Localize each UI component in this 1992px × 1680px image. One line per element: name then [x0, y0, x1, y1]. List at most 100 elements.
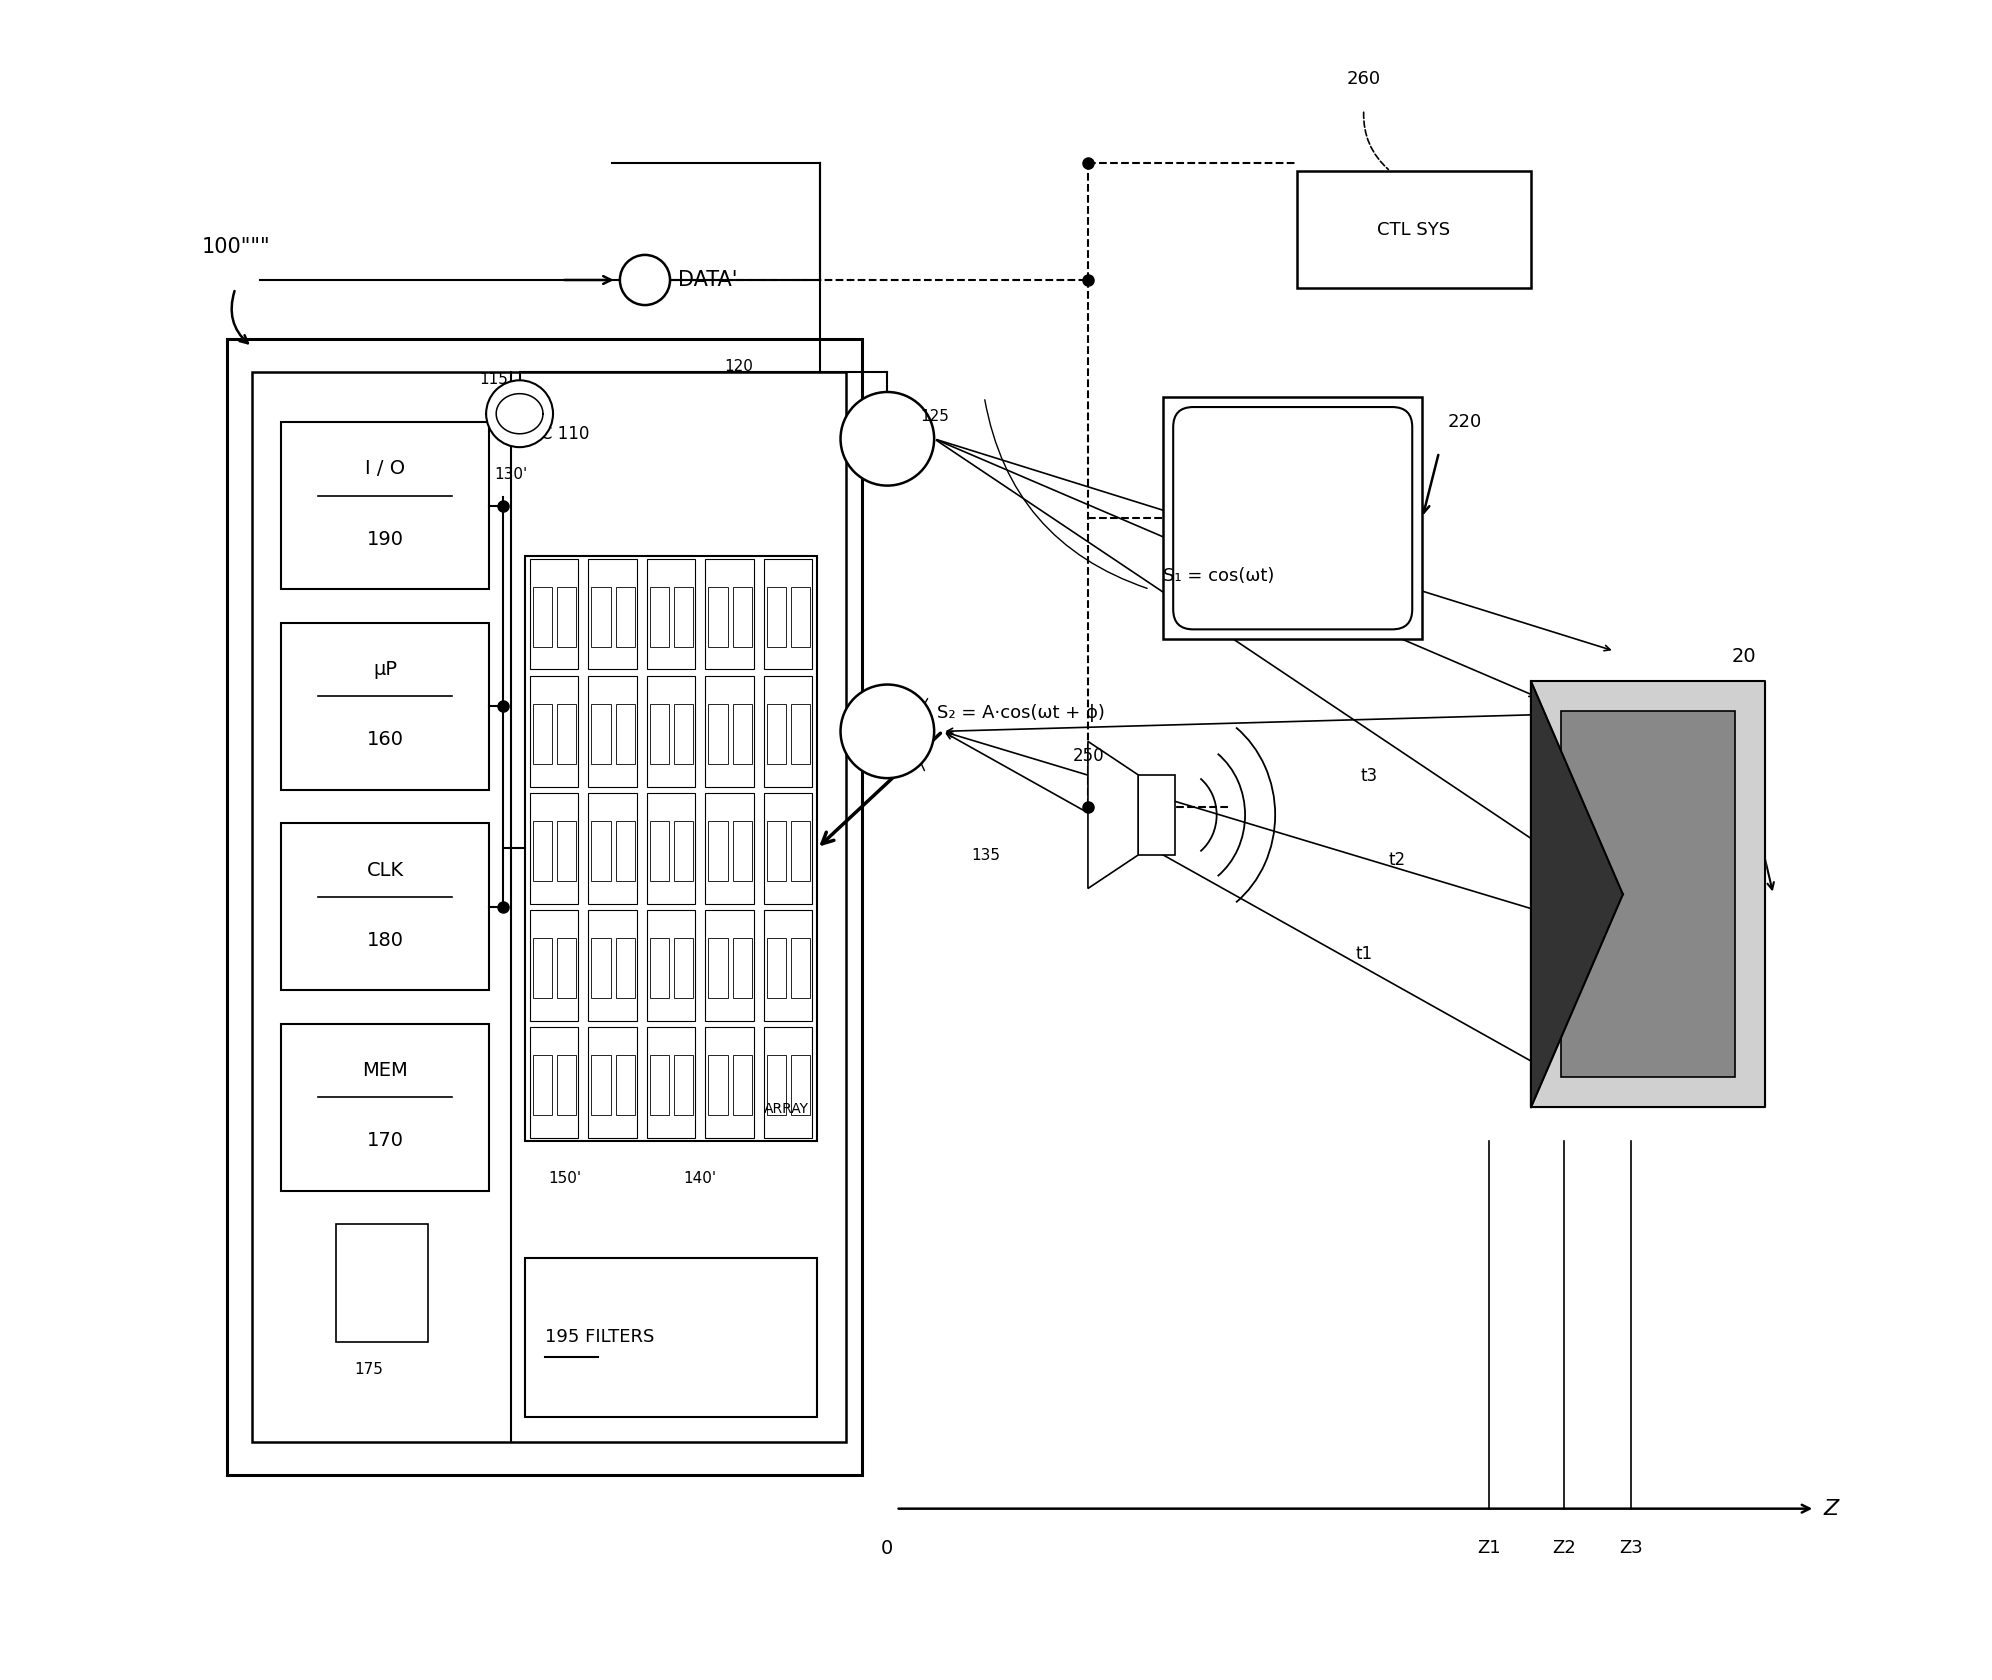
Text: Z: Z — [1823, 1499, 1839, 1519]
Text: 260: 260 — [1347, 71, 1380, 89]
Bar — [558, 937, 576, 998]
Bar — [763, 793, 813, 904]
Bar — [337, 1225, 428, 1342]
Bar — [763, 1026, 813, 1137]
Bar — [791, 1055, 811, 1116]
Text: 20: 20 — [1731, 647, 1757, 665]
Bar — [767, 822, 787, 882]
Bar — [733, 822, 751, 882]
Bar — [647, 675, 695, 786]
Bar — [791, 704, 811, 764]
Text: 250: 250 — [1074, 748, 1106, 764]
Bar — [763, 559, 813, 670]
Bar — [649, 822, 669, 882]
Text: 175: 175 — [355, 1361, 384, 1376]
Bar — [649, 1055, 669, 1116]
Bar — [534, 822, 552, 882]
Bar — [592, 937, 612, 998]
Bar — [588, 793, 637, 904]
Polygon shape — [1088, 741, 1137, 889]
Bar — [534, 704, 552, 764]
Text: S₁ = cos(ωt): S₁ = cos(ωt) — [1163, 566, 1275, 585]
Bar — [281, 823, 490, 991]
Circle shape — [486, 380, 554, 447]
Circle shape — [620, 255, 669, 306]
Text: 195 FILTERS: 195 FILTERS — [544, 1329, 653, 1346]
Bar — [592, 704, 612, 764]
Text: Z1: Z1 — [1478, 1539, 1500, 1557]
Text: 160: 160 — [367, 731, 404, 749]
Bar — [558, 822, 576, 882]
Bar — [616, 1055, 635, 1116]
Bar — [709, 1055, 727, 1116]
Bar — [616, 822, 635, 882]
Bar — [1562, 711, 1735, 1077]
Bar — [791, 822, 811, 882]
Bar — [705, 559, 753, 670]
Bar — [733, 704, 751, 764]
Text: MEM: MEM — [363, 1062, 408, 1080]
Text: 115: 115 — [478, 371, 508, 386]
Bar — [767, 1055, 787, 1116]
Text: I / O: I / O — [365, 459, 404, 479]
Text: 190: 190 — [367, 529, 404, 549]
Bar — [534, 937, 552, 998]
Bar — [558, 704, 576, 764]
Text: 140': 140' — [683, 1171, 717, 1186]
Bar — [530, 559, 578, 670]
Bar — [767, 937, 787, 998]
Bar — [592, 586, 612, 647]
Bar — [709, 704, 727, 764]
Bar — [534, 1055, 552, 1116]
Circle shape — [841, 684, 934, 778]
Bar — [281, 1023, 490, 1191]
Bar — [763, 675, 813, 786]
Bar — [673, 937, 693, 998]
Text: 130': 130' — [494, 467, 528, 482]
Bar — [647, 1026, 695, 1137]
Text: CTL SYS: CTL SYS — [1376, 220, 1450, 239]
Bar — [530, 911, 578, 1020]
Bar — [1137, 774, 1175, 855]
Bar — [530, 1026, 578, 1137]
Bar — [705, 675, 753, 786]
Bar — [649, 586, 669, 647]
Text: μP: μP — [373, 660, 396, 679]
Text: t2: t2 — [1388, 852, 1406, 869]
Bar — [592, 1055, 612, 1116]
Text: IC 110: IC 110 — [536, 425, 590, 444]
Bar — [649, 937, 669, 998]
Bar — [709, 586, 727, 647]
Bar — [733, 937, 751, 998]
Bar — [705, 1026, 753, 1137]
Bar — [673, 822, 693, 882]
Bar — [558, 586, 576, 647]
Bar — [588, 1026, 637, 1137]
Text: t3: t3 — [1361, 768, 1378, 786]
Bar — [227, 338, 863, 1475]
Text: 120: 120 — [725, 358, 753, 373]
Bar — [588, 675, 637, 786]
Text: 125: 125 — [920, 408, 950, 423]
Bar — [673, 586, 693, 647]
Bar — [767, 704, 787, 764]
Bar — [616, 586, 635, 647]
Bar — [673, 1055, 693, 1116]
Text: 180: 180 — [367, 931, 404, 949]
FancyBboxPatch shape — [1173, 407, 1412, 630]
Bar — [705, 793, 753, 904]
Text: t1: t1 — [1355, 944, 1372, 963]
Bar — [791, 586, 811, 647]
Bar — [530, 793, 578, 904]
Text: 0: 0 — [880, 1539, 894, 1557]
Bar — [281, 422, 490, 590]
Bar — [558, 1055, 576, 1116]
Text: ARRAY: ARRAY — [763, 1102, 809, 1116]
Text: Z2: Z2 — [1552, 1539, 1576, 1557]
Bar — [647, 793, 695, 904]
Text: 135: 135 — [970, 848, 1000, 864]
Bar — [647, 911, 695, 1020]
Bar — [647, 559, 695, 670]
Bar — [673, 704, 693, 764]
Bar — [588, 911, 637, 1020]
